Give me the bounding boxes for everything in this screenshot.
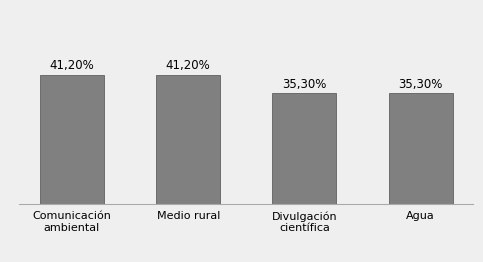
Bar <box>389 93 453 204</box>
Text: 41,20%: 41,20% <box>50 59 94 72</box>
Text: 35,30%: 35,30% <box>398 78 443 91</box>
Bar <box>156 75 220 204</box>
Text: 35,30%: 35,30% <box>282 78 327 91</box>
Text: 41,20%: 41,20% <box>166 59 211 72</box>
Bar <box>40 75 104 204</box>
Bar <box>272 93 337 204</box>
